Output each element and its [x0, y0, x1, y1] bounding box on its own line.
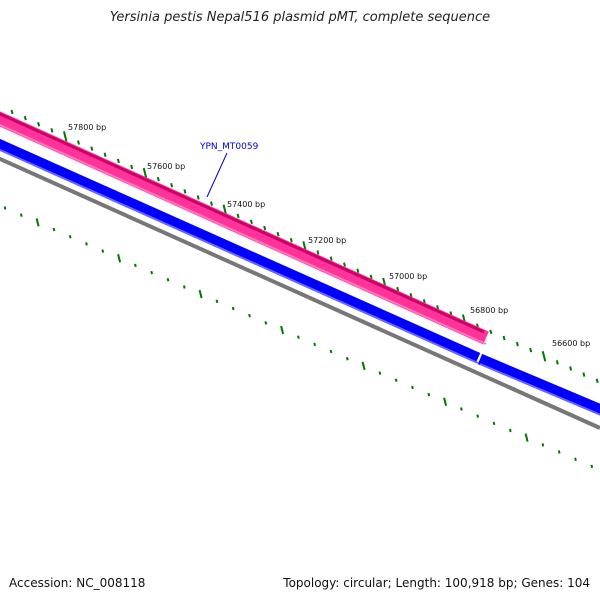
- inner-minor-tick: [394, 378, 398, 383]
- outer-minor-tick: [170, 183, 174, 188]
- inner-major-tick: [280, 325, 285, 335]
- outer-minor-tick: [329, 256, 333, 261]
- inner-minor-tick: [166, 278, 170, 282]
- map-title: Yersinia pestis Nepal516 plasmid pMT, co…: [109, 10, 491, 25]
- outer-minor-tick: [130, 164, 134, 170]
- inner-minor-tick: [101, 249, 105, 253]
- inner-minor-tick: [541, 443, 545, 447]
- inner-minor-tick: [19, 213, 23, 217]
- inner-minor-tick: [557, 450, 561, 454]
- gene-label-leader: [206, 152, 228, 198]
- inner-minor-tick: [329, 349, 333, 354]
- inner-minor-tick: [231, 306, 235, 311]
- inner-minor-tick: [476, 414, 480, 418]
- outer-minor-tick: [582, 372, 586, 377]
- forward-feature-dark-edge: [0, 112, 485, 334]
- tick-label-57000: 57000 bp: [389, 272, 427, 281]
- forward-feature[interactable]: [0, 110, 489, 345]
- outer-minor-tick: [316, 250, 320, 255]
- inner-minor-tick: [85, 242, 88, 246]
- inner-major-tick: [198, 289, 203, 299]
- outer-minor-tick: [183, 189, 187, 194]
- inner-minor-tick: [411, 385, 414, 390]
- inner-major-tick: [524, 433, 529, 442]
- inner-minor-tick: [574, 457, 577, 461]
- inner-minor-tick: [460, 407, 463, 411]
- summary-text: Topology: circular; Length: 100,918 bp; …: [283, 576, 590, 590]
- outer-minor-tick: [77, 140, 80, 145]
- inner-minor-tick: [378, 371, 382, 375]
- inner-minor-tick: [427, 392, 431, 397]
- backbone-line: [0, 156, 600, 430]
- outer-minor-tick: [569, 366, 573, 371]
- outer-minor-tick: [37, 121, 41, 127]
- outer-minor-tick: [422, 299, 426, 304]
- outer-minor-tick: [595, 378, 599, 383]
- tick-label-56600: 56600 bp: [552, 339, 590, 348]
- outer-minor-tick: [116, 158, 120, 164]
- outer-minor-tick: [515, 341, 519, 347]
- outer-minor-tick: [369, 274, 373, 280]
- inner-minor-tick: [68, 234, 72, 239]
- inner-minor-tick: [248, 313, 251, 318]
- outer-major-tick: [62, 131, 68, 142]
- inner-major-tick: [35, 218, 40, 227]
- accession-text: Accession: NC_008118: [9, 576, 146, 590]
- inner-minor-tick: [134, 263, 137, 268]
- outer-minor-tick: [529, 347, 533, 353]
- outer-major-tick: [541, 351, 547, 362]
- outer-minor-tick: [210, 201, 213, 206]
- tick-label-57200: 57200 bp: [308, 236, 346, 245]
- outer-minor-tick: [396, 286, 400, 292]
- outer-minor-tick: [23, 115, 27, 121]
- outer-minor-tick: [343, 262, 346, 267]
- inner-minor-tick: [313, 342, 317, 347]
- outer-minor-tick: [10, 109, 14, 115]
- inner-minor-tick: [508, 428, 512, 433]
- inner-minor-tick: [264, 321, 268, 325]
- outer-minor-tick: [50, 128, 54, 133]
- inner-tick-marks: [3, 206, 594, 469]
- inner-minor-tick: [182, 285, 186, 289]
- backbone-line-highlight: [0, 155, 600, 426]
- inner-major-tick: [361, 361, 366, 371]
- outer-minor-tick: [103, 152, 107, 157]
- reverse-feature-left-shade: [0, 148, 479, 364]
- reverse-feature-right[interactable]: [477, 353, 600, 418]
- inner-minor-tick: [52, 227, 56, 232]
- outer-minor-tick: [156, 176, 160, 182]
- outer-minor-tick: [289, 238, 293, 243]
- outer-minor-tick: [236, 213, 240, 219]
- reverse-feature-left: [0, 138, 481, 364]
- outer-minor-tick: [489, 329, 493, 335]
- forward-feature-light-edge: [0, 123, 487, 345]
- outer-minor-tick: [409, 292, 413, 298]
- inner-minor-tick: [492, 421, 496, 426]
- inner-minor-tick: [345, 356, 349, 361]
- inner-minor-tick: [215, 299, 219, 304]
- inner-major-tick: [443, 397, 448, 407]
- outer-minor-tick: [90, 146, 94, 151]
- gene-label-YPN_MT0059[interactable]: YPN_MT0059: [199, 142, 259, 152]
- reverse-feature-right-shade: [479, 363, 600, 416]
- tick-label-57600: 57600 bp: [147, 162, 185, 171]
- outer-minor-tick: [196, 195, 200, 200]
- outer-minor-tick: [555, 360, 559, 365]
- outer-minor-tick: [356, 268, 360, 274]
- outer-minor-tick: [276, 231, 280, 237]
- outer-minor-tick: [502, 335, 506, 341]
- outer-minor-tick: [263, 225, 267, 231]
- outer-tick-marks: [10, 109, 599, 383]
- inner-minor-tick: [297, 335, 300, 339]
- inner-minor-tick: [3, 206, 7, 210]
- inner-major-tick: [117, 253, 122, 263]
- outer-major-tick: [142, 167, 148, 179]
- inner-minor-tick: [150, 270, 154, 275]
- inner-minor-tick: [590, 464, 594, 469]
- outer-minor-tick: [249, 219, 253, 225]
- tick-label-57400: 57400 bp: [227, 200, 265, 209]
- tick-label-56800: 56800 bp: [470, 306, 508, 315]
- tick-label-57800: 57800 bp: [68, 123, 106, 132]
